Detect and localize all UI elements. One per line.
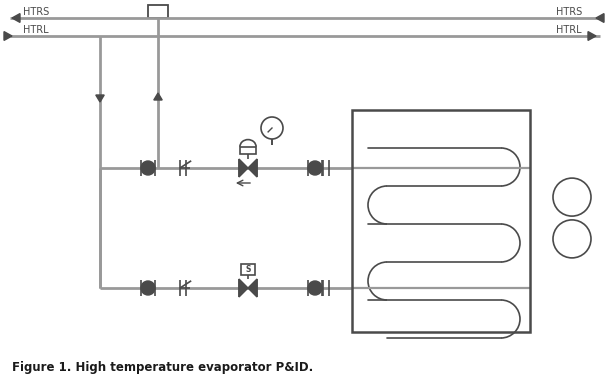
Polygon shape — [154, 93, 162, 100]
Polygon shape — [248, 279, 257, 297]
Polygon shape — [96, 95, 104, 102]
Circle shape — [141, 161, 155, 175]
Bar — [240, 147, 256, 154]
Text: HTRS: HTRS — [556, 7, 582, 17]
Text: HTRS: HTRS — [23, 7, 49, 17]
Polygon shape — [248, 159, 257, 177]
Polygon shape — [4, 32, 12, 40]
Circle shape — [261, 117, 283, 139]
Bar — [241, 264, 255, 275]
Circle shape — [308, 281, 322, 295]
Polygon shape — [12, 14, 20, 22]
Polygon shape — [596, 14, 604, 22]
Bar — [352, 110, 530, 332]
Bar — [148, 5, 168, 18]
Text: HTRL: HTRL — [557, 25, 582, 35]
Polygon shape — [588, 32, 596, 40]
Text: S: S — [245, 265, 251, 274]
Circle shape — [308, 161, 322, 175]
Polygon shape — [239, 159, 248, 177]
Text: Figure 1. High temperature evaporator P&ID.: Figure 1. High temperature evaporator P&… — [12, 361, 313, 374]
Polygon shape — [239, 279, 248, 297]
Circle shape — [141, 281, 155, 295]
Text: HTRL: HTRL — [23, 25, 49, 35]
